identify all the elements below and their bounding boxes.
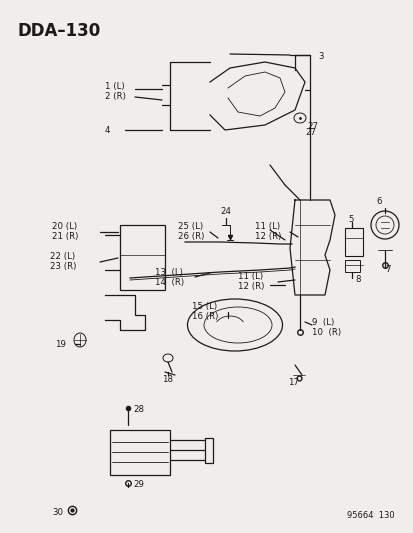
- Text: 95664  130: 95664 130: [347, 511, 394, 520]
- Text: 8: 8: [354, 275, 360, 284]
- Text: 17: 17: [287, 378, 298, 387]
- Text: 11 (L)
12 (R): 11 (L) 12 (R): [237, 272, 264, 292]
- Text: 27: 27: [306, 122, 317, 131]
- Text: 15 (L)
16 (R): 15 (L) 16 (R): [192, 302, 218, 321]
- Text: 24: 24: [219, 207, 230, 216]
- Bar: [110, 430, 170, 475]
- Text: 22 (L)
23 (R): 22 (L) 23 (R): [50, 252, 76, 271]
- Text: 1 (L)
2 (R): 1 (L) 2 (R): [105, 82, 126, 101]
- Text: 19: 19: [55, 340, 66, 349]
- Text: 6: 6: [375, 197, 380, 206]
- Bar: [344, 228, 362, 256]
- Text: 13  (L)
14  (R): 13 (L) 14 (R): [154, 268, 184, 287]
- Text: 9  (L)
10  (R): 9 (L) 10 (R): [311, 318, 340, 337]
- Text: 30: 30: [52, 508, 63, 517]
- Text: DDA–130: DDA–130: [18, 22, 101, 40]
- Text: 28: 28: [133, 405, 144, 414]
- Bar: [344, 260, 359, 272]
- Text: 20 (L)
21 (R): 20 (L) 21 (R): [52, 222, 78, 241]
- Text: 18: 18: [161, 375, 173, 384]
- Text: 11 (L)
12 (R): 11 (L) 12 (R): [254, 222, 281, 241]
- Bar: [120, 225, 165, 290]
- Bar: [204, 438, 212, 463]
- Text: 7: 7: [384, 265, 389, 274]
- Text: 27: 27: [304, 128, 315, 137]
- Text: 4: 4: [105, 126, 110, 135]
- Text: 3: 3: [317, 52, 323, 61]
- Text: 29: 29: [133, 480, 144, 489]
- Text: 25 (L)
26 (R): 25 (L) 26 (R): [178, 222, 204, 241]
- Text: 5: 5: [347, 215, 353, 224]
